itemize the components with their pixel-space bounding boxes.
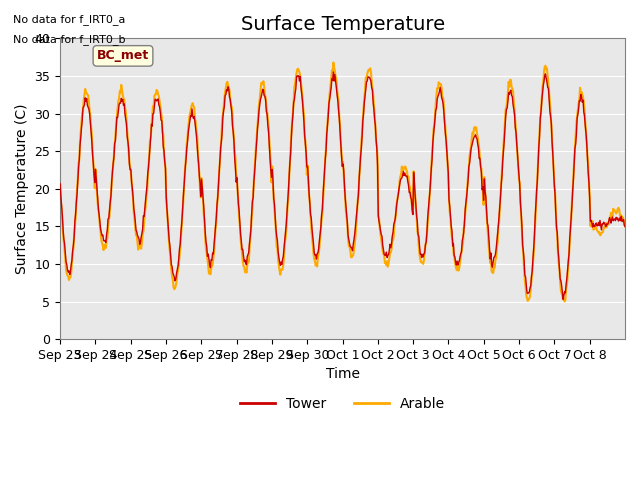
Legend: Tower, Arable: Tower, Arable: [235, 391, 451, 416]
X-axis label: Time: Time: [326, 367, 360, 382]
Text: BC_met: BC_met: [97, 49, 149, 62]
Title: Surface Temperature: Surface Temperature: [241, 15, 445, 34]
Y-axis label: Surface Temperature (C): Surface Temperature (C): [15, 104, 29, 274]
Text: No data for f_IRT0_a: No data for f_IRT0_a: [13, 14, 125, 25]
Text: No data for f_IRT0_b: No data for f_IRT0_b: [13, 34, 125, 45]
